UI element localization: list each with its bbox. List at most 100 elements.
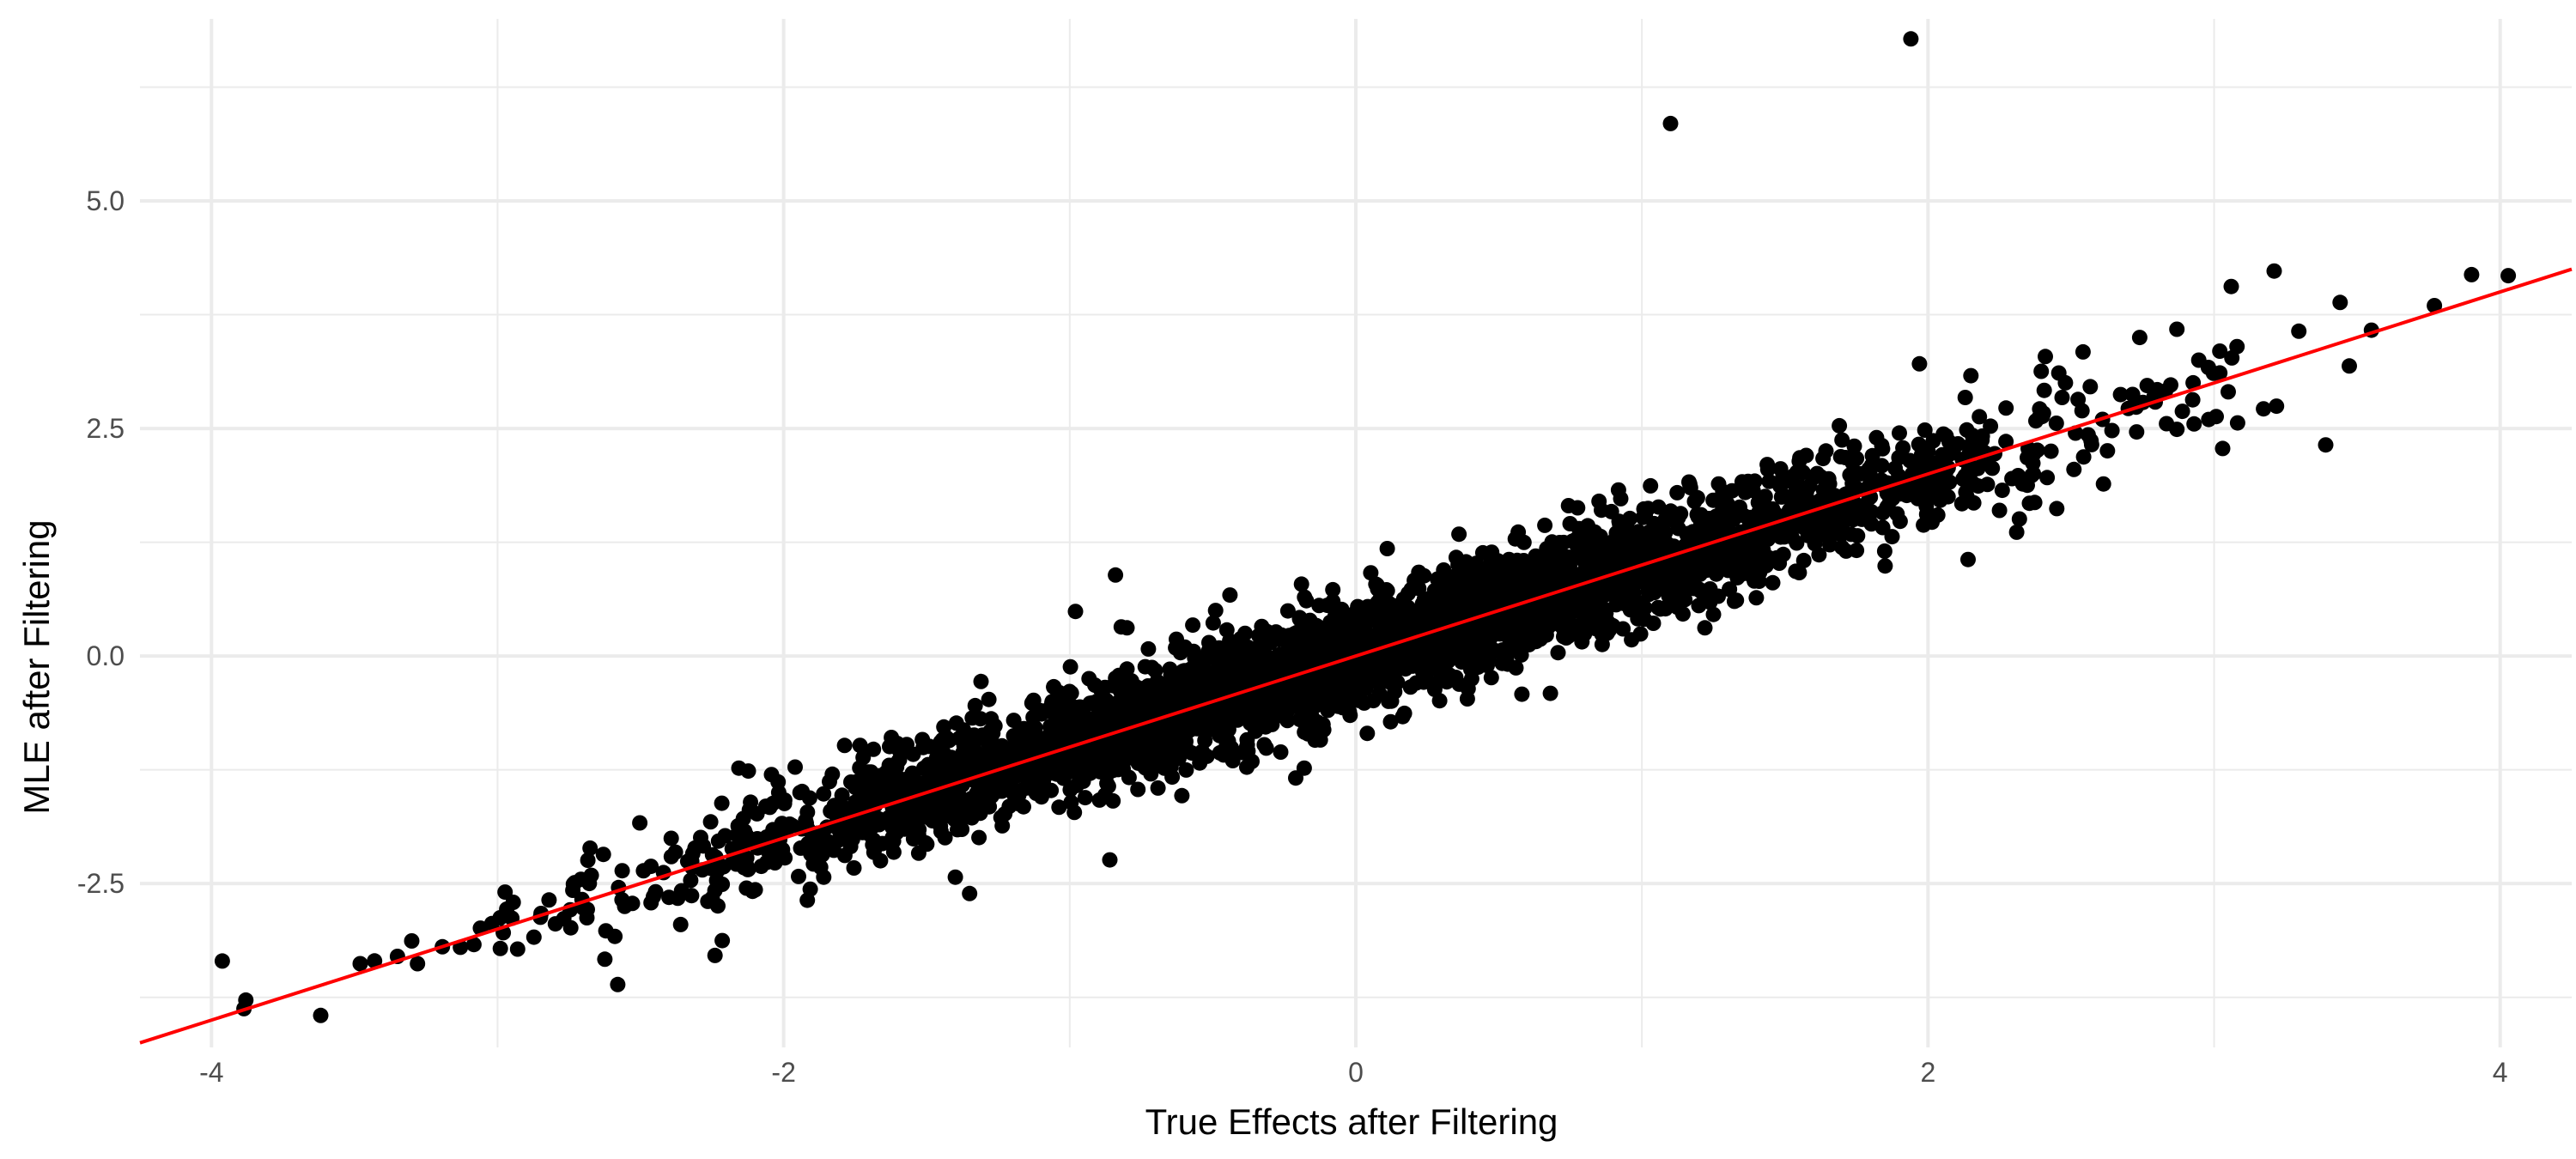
data-point (1983, 418, 1999, 434)
data-point (1213, 659, 1230, 676)
data-point (1697, 620, 1713, 636)
data-point (1062, 658, 1078, 675)
data-point (1860, 506, 1876, 522)
data-point (950, 822, 965, 838)
data-point (1965, 495, 1982, 511)
data-point (1911, 355, 1928, 372)
data-point (1027, 719, 1043, 736)
data-point (919, 809, 935, 825)
data-point (1279, 603, 1296, 619)
data-point (1429, 658, 1445, 675)
data-point (1742, 537, 1759, 554)
data-point (1591, 493, 1607, 509)
data-point (1892, 425, 1907, 441)
data-point (1610, 482, 1626, 498)
data-point (1849, 543, 1865, 559)
data-point (1882, 493, 1899, 509)
data-point (881, 774, 897, 791)
data-point (1622, 602, 1638, 618)
data-point (1353, 614, 1370, 630)
data-point (1718, 516, 1734, 532)
data-point (714, 795, 730, 811)
data-point (1411, 564, 1427, 580)
data-point (732, 830, 749, 846)
data-point (854, 817, 871, 834)
data-point (1115, 701, 1131, 717)
data-point (1327, 665, 1344, 682)
data-point (683, 888, 700, 904)
data-point (1108, 567, 1124, 583)
data-point (1513, 646, 1529, 663)
data-point (1822, 537, 1838, 553)
data-point (1494, 655, 1510, 671)
data-point (1174, 787, 1190, 804)
data-point (1153, 748, 1170, 764)
data-point (687, 840, 703, 856)
data-point (2174, 404, 2190, 420)
data-point (866, 741, 882, 757)
data-point (1479, 586, 1495, 603)
data-point (1505, 632, 1522, 647)
data-point (765, 795, 781, 811)
data-point (1001, 743, 1018, 758)
data-point (582, 840, 598, 856)
data-point (1868, 429, 1885, 446)
data-point (1379, 541, 1395, 556)
data-point (1702, 525, 1718, 542)
data-point (1546, 537, 1562, 554)
data-point (1285, 656, 1302, 672)
data-point (910, 845, 927, 861)
data-point (2080, 427, 2096, 443)
data-point (1577, 554, 1593, 570)
data-point (1254, 650, 1270, 666)
data-point (2011, 511, 2027, 527)
data-point (1226, 665, 1242, 682)
data-point (1068, 777, 1084, 793)
data-point (816, 869, 832, 885)
data-point (816, 786, 832, 802)
data-point (1994, 482, 2010, 499)
data-point (483, 915, 500, 931)
data-point (2026, 495, 2043, 511)
data-point (1178, 762, 1194, 778)
data-point (1560, 628, 1577, 645)
data-point (1528, 634, 1544, 650)
data-point (707, 947, 723, 963)
data-point (1705, 606, 1722, 622)
data-point (971, 829, 987, 846)
data-point (1194, 715, 1210, 731)
data-point (1390, 658, 1406, 675)
fit-line-layer (139, 267, 2573, 1045)
data-point (672, 916, 689, 932)
data-point (2186, 416, 2202, 432)
data-point (710, 833, 726, 849)
data-point (541, 892, 557, 908)
data-point (1254, 618, 1270, 634)
data-point (1564, 533, 1581, 549)
data-point (1099, 775, 1115, 792)
data-point (2048, 416, 2064, 431)
data-point (1494, 586, 1510, 603)
data-point (1325, 581, 1341, 598)
data-point (1302, 612, 1318, 628)
data-point (1998, 434, 2014, 450)
data-point (1642, 524, 1658, 540)
data-point (663, 830, 679, 846)
data-point (1136, 697, 1152, 713)
data-point (1263, 633, 1279, 649)
data-point (1669, 484, 1686, 501)
data-point (1957, 390, 1973, 405)
data-point (1679, 526, 1695, 543)
data-point (1582, 543, 1598, 559)
data-point (1298, 592, 1315, 609)
data-point (1067, 747, 1083, 763)
data-point (1903, 31, 1919, 47)
data-point (1102, 852, 1118, 868)
data-point (1048, 760, 1064, 776)
data-point (1874, 458, 1890, 474)
data-point (1645, 616, 1662, 631)
data-point (1616, 581, 1632, 598)
data-point (1137, 748, 1153, 764)
data-point (1234, 638, 1249, 654)
